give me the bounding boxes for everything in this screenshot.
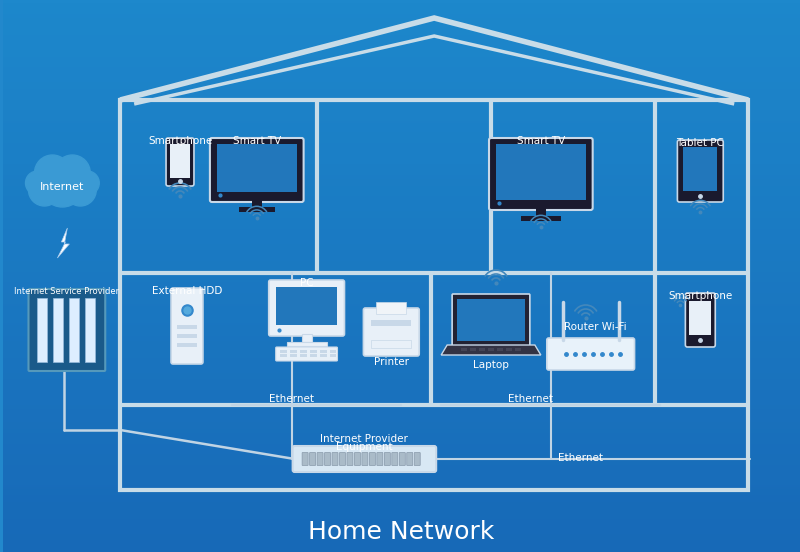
FancyBboxPatch shape — [171, 288, 203, 364]
FancyBboxPatch shape — [370, 453, 375, 465]
Polygon shape — [441, 345, 541, 355]
Bar — [252, 200, 262, 207]
Bar — [330, 350, 337, 353]
FancyBboxPatch shape — [317, 453, 323, 465]
Circle shape — [54, 155, 90, 191]
FancyBboxPatch shape — [310, 453, 315, 465]
Text: Printer: Printer — [374, 357, 409, 367]
Bar — [515, 348, 521, 351]
FancyBboxPatch shape — [686, 293, 715, 347]
Text: Smartphone: Smartphone — [668, 291, 733, 301]
Bar — [376, 302, 406, 314]
Bar — [120, 100, 748, 490]
FancyBboxPatch shape — [363, 308, 419, 356]
Text: Smartphone: Smartphone — [148, 136, 212, 146]
Text: Home Network: Home Network — [308, 520, 494, 544]
Text: Smart TV: Smart TV — [233, 136, 281, 146]
Text: External HDD: External HDD — [152, 286, 222, 296]
FancyBboxPatch shape — [354, 453, 361, 465]
FancyBboxPatch shape — [269, 280, 345, 336]
Bar — [217, 144, 297, 192]
FancyBboxPatch shape — [392, 453, 398, 465]
Bar — [286, 342, 326, 346]
Text: Internet: Internet — [40, 182, 85, 192]
FancyBboxPatch shape — [547, 338, 634, 370]
Polygon shape — [58, 228, 70, 258]
Bar — [479, 348, 485, 351]
Circle shape — [26, 171, 50, 195]
Bar — [38, 298, 47, 362]
Text: Internet Service Provider: Internet Service Provider — [14, 287, 119, 296]
FancyBboxPatch shape — [414, 453, 420, 465]
FancyBboxPatch shape — [384, 453, 390, 465]
Bar — [239, 207, 274, 212]
Bar — [54, 298, 63, 362]
Bar — [177, 334, 197, 338]
Bar — [690, 301, 711, 335]
Text: Smart TV: Smart TV — [517, 136, 565, 146]
Circle shape — [41, 163, 84, 207]
Text: Ethernet: Ethernet — [269, 394, 314, 404]
FancyBboxPatch shape — [302, 453, 308, 465]
Bar — [461, 348, 467, 351]
FancyBboxPatch shape — [399, 453, 406, 465]
FancyBboxPatch shape — [210, 138, 304, 202]
Bar — [86, 298, 95, 362]
Bar — [276, 287, 338, 325]
Text: Ethernet: Ethernet — [558, 453, 603, 463]
Circle shape — [34, 155, 70, 191]
Circle shape — [64, 174, 96, 206]
FancyBboxPatch shape — [293, 446, 436, 472]
FancyBboxPatch shape — [276, 347, 338, 361]
Bar — [521, 216, 561, 221]
Bar — [70, 298, 79, 362]
Bar — [300, 354, 306, 357]
FancyBboxPatch shape — [325, 453, 330, 465]
Bar — [683, 147, 718, 191]
Bar — [319, 350, 326, 353]
Bar — [177, 325, 197, 329]
Bar — [290, 350, 297, 353]
Bar — [536, 208, 546, 216]
Bar — [170, 144, 190, 178]
Text: Internet Provider: Internet Provider — [321, 434, 408, 444]
FancyBboxPatch shape — [362, 453, 368, 465]
Bar — [310, 350, 317, 353]
Text: Router Wi-Fi: Router Wi-Fi — [564, 322, 627, 332]
FancyBboxPatch shape — [332, 453, 338, 465]
Bar — [300, 350, 306, 353]
Text: Tablet PC: Tablet PC — [676, 138, 724, 148]
FancyBboxPatch shape — [339, 453, 346, 465]
Circle shape — [75, 171, 99, 195]
Bar — [310, 354, 317, 357]
Text: Laptop: Laptop — [473, 360, 509, 370]
Bar — [496, 144, 586, 200]
FancyBboxPatch shape — [406, 453, 413, 465]
FancyBboxPatch shape — [347, 453, 353, 465]
Text: PC: PC — [300, 278, 314, 288]
FancyBboxPatch shape — [489, 138, 593, 210]
Bar — [488, 348, 494, 351]
Text: Ethernet: Ethernet — [508, 394, 554, 404]
FancyBboxPatch shape — [377, 453, 383, 465]
Bar — [290, 354, 297, 357]
Bar — [280, 354, 286, 357]
Text: Equipment: Equipment — [336, 442, 393, 452]
Bar — [371, 340, 411, 348]
Bar — [330, 354, 337, 357]
FancyBboxPatch shape — [166, 138, 194, 186]
Circle shape — [29, 174, 60, 206]
Bar — [506, 348, 512, 351]
Bar — [319, 354, 326, 357]
Bar — [371, 320, 411, 326]
Bar — [280, 350, 286, 353]
FancyBboxPatch shape — [29, 289, 106, 371]
Bar — [457, 299, 525, 341]
Bar — [302, 334, 311, 342]
Bar — [177, 343, 197, 347]
FancyBboxPatch shape — [452, 294, 530, 346]
FancyBboxPatch shape — [678, 140, 723, 202]
Bar — [470, 348, 476, 351]
Bar — [497, 348, 503, 351]
